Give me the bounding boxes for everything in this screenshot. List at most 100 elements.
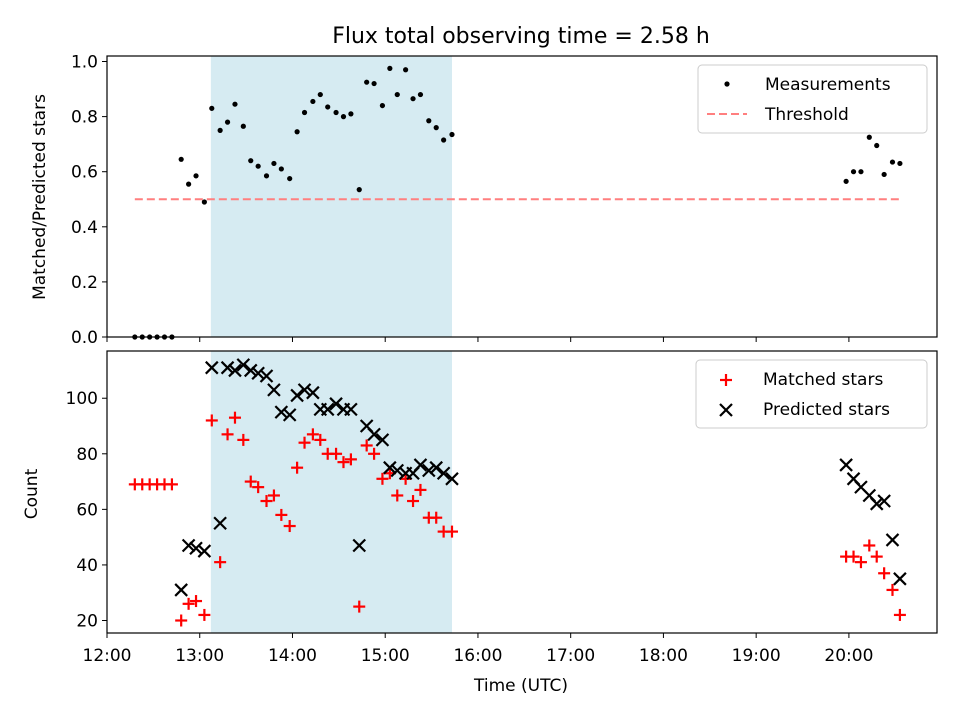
measurement-point — [348, 111, 354, 117]
matched-star-point — [291, 461, 304, 474]
predicted-star-point — [869, 497, 884, 511]
predicted-star-point — [352, 538, 367, 553]
bottom-y-axis: 20 40 60 80 100 — [66, 389, 107, 631]
measurement-point — [889, 159, 896, 165]
x-tick-label: 15:00 — [361, 646, 410, 666]
predicted-star-point — [429, 460, 443, 475]
top-y-tick-label: 0.8 — [71, 108, 98, 128]
matched-star-point — [221, 428, 234, 441]
measurement-point — [433, 125, 439, 131]
predicted-star-point — [197, 544, 212, 558]
top-y-tick-label: 0.2 — [71, 273, 98, 293]
legend-label-predicted: Predicted stars — [763, 400, 890, 420]
x-tick-label: 19:00 — [732, 646, 781, 666]
predicted-star-point — [243, 363, 258, 378]
matched-star-point — [445, 525, 458, 538]
predicted-star-point — [413, 458, 428, 472]
matched-star-point — [368, 447, 381, 460]
bottom-axes-frame — [106, 350, 938, 634]
legend-marker-measurements — [724, 81, 730, 87]
matched-star-point — [198, 608, 211, 621]
measurement-point — [387, 65, 393, 71]
predicted-star-point — [290, 388, 304, 403]
matched-star-point — [237, 433, 250, 446]
measurement-point — [294, 129, 300, 135]
predicted-star-point — [220, 360, 235, 375]
measurement-point — [364, 79, 370, 85]
measurement-point — [340, 114, 347, 120]
measurement-point — [410, 96, 416, 102]
measurement-point — [201, 199, 207, 205]
bottom-panel: 20 40 60 80 100 12:00 13:00 14:00 15:00 16:00 17:… — [22, 350, 938, 696]
legend-label-threshold: Threshold — [764, 105, 849, 125]
predicted-star-point — [885, 533, 900, 547]
x-tick-label: 20:00 — [824, 646, 873, 666]
measurement-point — [874, 142, 880, 149]
predicted-star-point — [213, 516, 227, 531]
top-y-tick-label: 0.6 — [71, 163, 98, 183]
top-y-tick-label: 1.0 — [71, 53, 98, 73]
predicted-star-point — [267, 383, 281, 397]
matched-star-point — [190, 595, 203, 608]
measurement-point — [371, 80, 377, 87]
matched-star-point — [399, 472, 412, 485]
measurement-point — [186, 181, 192, 187]
top-axes-frame — [106, 55, 938, 338]
measurement-point — [379, 102, 386, 109]
measurement-point — [356, 187, 362, 193]
predicted-star-point — [839, 458, 853, 472]
top-legend: Measurements Threshold — [697, 64, 928, 134]
bottom-x-axis: 12:00 13:00 14:00 15:00 16:00 17:00 18:00 19:00… — [83, 633, 873, 666]
measurement-point — [843, 178, 849, 184]
matched-star-point — [863, 539, 876, 552]
predicted-star-point — [320, 402, 335, 417]
predicted-star-point — [375, 433, 390, 447]
chart-title: Flux total observing time = 2.58 h — [332, 24, 710, 49]
matched-star-point — [360, 439, 373, 452]
measurement-point — [224, 119, 231, 125]
measurement-point — [278, 166, 284, 172]
measurement-point — [310, 98, 316, 105]
matched-star-point — [182, 597, 195, 610]
measurement-point — [255, 163, 261, 169]
matched-star-point — [275, 508, 288, 521]
measurement-point — [449, 131, 455, 138]
bottom-y-tick-label: 80 — [76, 445, 98, 465]
predicted-star-point — [174, 583, 188, 597]
predicted-star-point — [282, 408, 297, 422]
matched-star-point — [228, 411, 241, 424]
predicted-star-point — [445, 472, 459, 486]
observing-span-top — [210, 56, 452, 337]
matched-star-point — [244, 475, 257, 488]
predicted-star-point — [383, 460, 397, 475]
predicted-star-point — [306, 385, 320, 400]
measurement-point — [441, 137, 447, 143]
predicted-star-point — [367, 427, 381, 442]
measurement-point — [263, 173, 270, 179]
matched-star-point — [175, 614, 188, 627]
bottom-y-tick-label: 20 — [76, 611, 98, 631]
measurement-point — [394, 91, 400, 98]
matched-star-point — [414, 483, 427, 496]
measurement-point — [333, 109, 339, 116]
measurement-point — [248, 158, 254, 164]
measurement-point — [417, 91, 424, 98]
matched-star-point — [252, 481, 265, 494]
matched-star-point — [886, 583, 899, 596]
bottom-legend: Matched stars Predicted stars — [695, 359, 928, 429]
measurement-point — [193, 173, 199, 179]
matched-star-point — [893, 608, 906, 621]
measurement-point — [178, 156, 184, 162]
x-tick-label: 14:00 — [268, 646, 317, 666]
predicted-star-point — [329, 397, 343, 411]
matched-star-point — [847, 550, 860, 563]
top-y-axis-label: Matched/Predicted stars — [30, 94, 50, 300]
predicted-star-point — [877, 494, 891, 508]
matched-star-point — [283, 520, 296, 533]
legend-label-measurements: Measurements — [765, 75, 891, 95]
measurement-point — [209, 105, 215, 111]
matched-star-point — [330, 447, 343, 460]
top-y-tick-label: 0.0 — [71, 328, 98, 348]
measurement-point — [403, 67, 409, 73]
predicted-star-point — [436, 466, 451, 481]
